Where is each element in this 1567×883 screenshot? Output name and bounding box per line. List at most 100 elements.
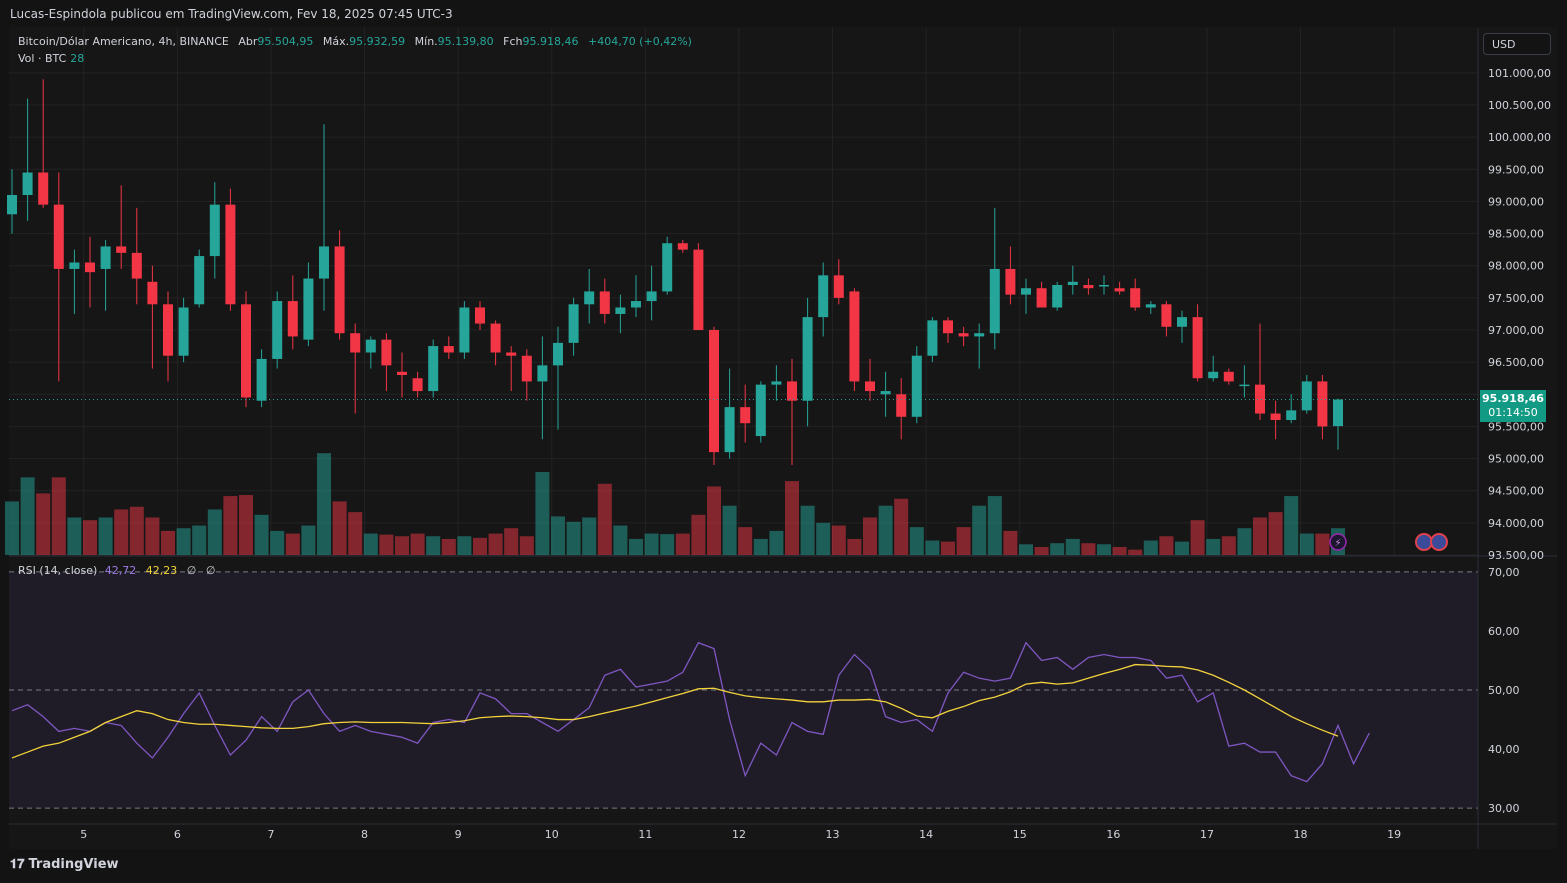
time-tick-label: 15 [1013, 828, 1027, 841]
price-tick-label: 97.000,00 [1488, 324, 1544, 337]
candle-body [1301, 381, 1312, 411]
volume-bar [317, 453, 331, 555]
candle-body [631, 301, 641, 308]
low-value: 95.139,80 [437, 35, 494, 48]
candle-body [365, 339, 376, 353]
price-tick-label: 97.500,00 [1488, 292, 1544, 305]
volume-bar [582, 517, 597, 555]
volume-bar [1315, 533, 1330, 555]
candle-body [303, 278, 314, 340]
time-tick-label: 7 [267, 828, 274, 841]
volume-bar [223, 496, 238, 555]
volume-bar [363, 533, 378, 555]
volume-bar [738, 527, 753, 555]
event-icons: ⚡ [1329, 533, 1448, 551]
lightning-icon [1329, 533, 1347, 551]
tradingview-logo-icon: 𝟏𝟕 [10, 857, 25, 872]
candle-body [1223, 371, 1234, 382]
high-value: 95.932,59 [349, 35, 406, 48]
candle-body [1333, 399, 1343, 427]
candle-body [927, 320, 938, 356]
volume-bar [1190, 520, 1205, 555]
volume-bar [1112, 546, 1127, 555]
volume-bar [285, 533, 300, 555]
candle-body [1005, 268, 1016, 295]
currency-button[interactable]: USD [1483, 33, 1551, 55]
symbol-legend[interactable]: Bitcoin/Dólar Americano, 4h, BINANCE Abr… [18, 35, 692, 48]
candle-body [1021, 288, 1031, 295]
volume-bar [488, 533, 503, 555]
rsi-label: RSI (14, close) [18, 564, 98, 577]
brand-name: TradingView [28, 857, 119, 872]
candle-body [85, 262, 95, 273]
open-value: 95.504,95 [257, 35, 314, 48]
volume-bar [114, 509, 129, 555]
brand[interactable]: 𝟏𝟕 TradingView [10, 857, 119, 872]
price-tick-label: 100.000,00 [1488, 131, 1551, 144]
rsi-ma-line [11, 663, 1339, 759]
time-tick-label: 16 [1106, 828, 1120, 841]
volume-bar [1221, 536, 1236, 555]
candle-body [771, 381, 782, 385]
candle-body [428, 346, 439, 392]
volume-bar [956, 527, 971, 555]
candle-body [537, 365, 548, 382]
volume-bar [36, 493, 51, 555]
publisher-line: Lucas-Espindola publicou em TradingView.… [10, 7, 453, 21]
candle-body [709, 330, 719, 453]
us-flag-icon [1430, 533, 1448, 551]
volume-bar [1206, 538, 1221, 555]
rsi-legend[interactable]: RSI (14, close) 42,72 42,23 ∅ ∅ [18, 564, 215, 577]
volume-bar [1175, 541, 1189, 555]
volume-bar [847, 538, 862, 555]
volume-bar [1019, 544, 1033, 555]
volume-bar [145, 517, 160, 555]
volume-bar [753, 538, 768, 555]
volume-bar [192, 525, 207, 555]
candle-body [490, 323, 501, 353]
volume-legend[interactable]: Vol · BTC 28 [18, 52, 84, 65]
candle-body [677, 243, 688, 250]
candle-body [599, 291, 610, 314]
price-tick-label: 100.500,00 [1488, 99, 1551, 112]
candle-body [1239, 384, 1250, 387]
volume-bar [800, 505, 815, 555]
candle-body [1255, 384, 1265, 414]
candle-body [1286, 410, 1297, 420]
candle-body [334, 246, 345, 334]
candle-body [724, 407, 735, 453]
candle-body [319, 246, 329, 279]
candle-body [506, 352, 517, 356]
volume-bar [1299, 533, 1314, 555]
volume-bar [707, 486, 721, 555]
volume-bar [51, 477, 66, 555]
volume-bar [816, 522, 831, 555]
volume-bar [1237, 528, 1252, 555]
candle-body [256, 358, 267, 401]
time-tick-label: 14 [919, 828, 933, 841]
candle-body [1145, 304, 1156, 308]
time-tick-label: 12 [732, 828, 746, 841]
time-tick-label: 17 [1200, 828, 1214, 841]
candle-body [194, 256, 205, 305]
volume-bar [161, 530, 175, 555]
rsi-value: 42,72 [104, 564, 137, 577]
candle-body [521, 355, 532, 382]
rsi-tick-label: 40,00 [1488, 743, 1520, 756]
volume-bar [83, 520, 97, 555]
candle-body [475, 307, 485, 324]
candle-body [958, 333, 969, 337]
volume-bar [925, 540, 940, 555]
candle-body [1192, 317, 1203, 379]
volume-bar [332, 501, 347, 555]
volume-bar [769, 530, 784, 555]
volume-bar [410, 533, 425, 555]
price-tick-label: 94.000,00 [1488, 517, 1544, 530]
candle-body [880, 391, 891, 395]
volume-bar [441, 538, 456, 555]
price-tick-label: 101.000,00 [1488, 67, 1551, 80]
candle-body [178, 307, 189, 356]
volume-bar [972, 505, 987, 555]
volume-bar [1097, 544, 1111, 555]
